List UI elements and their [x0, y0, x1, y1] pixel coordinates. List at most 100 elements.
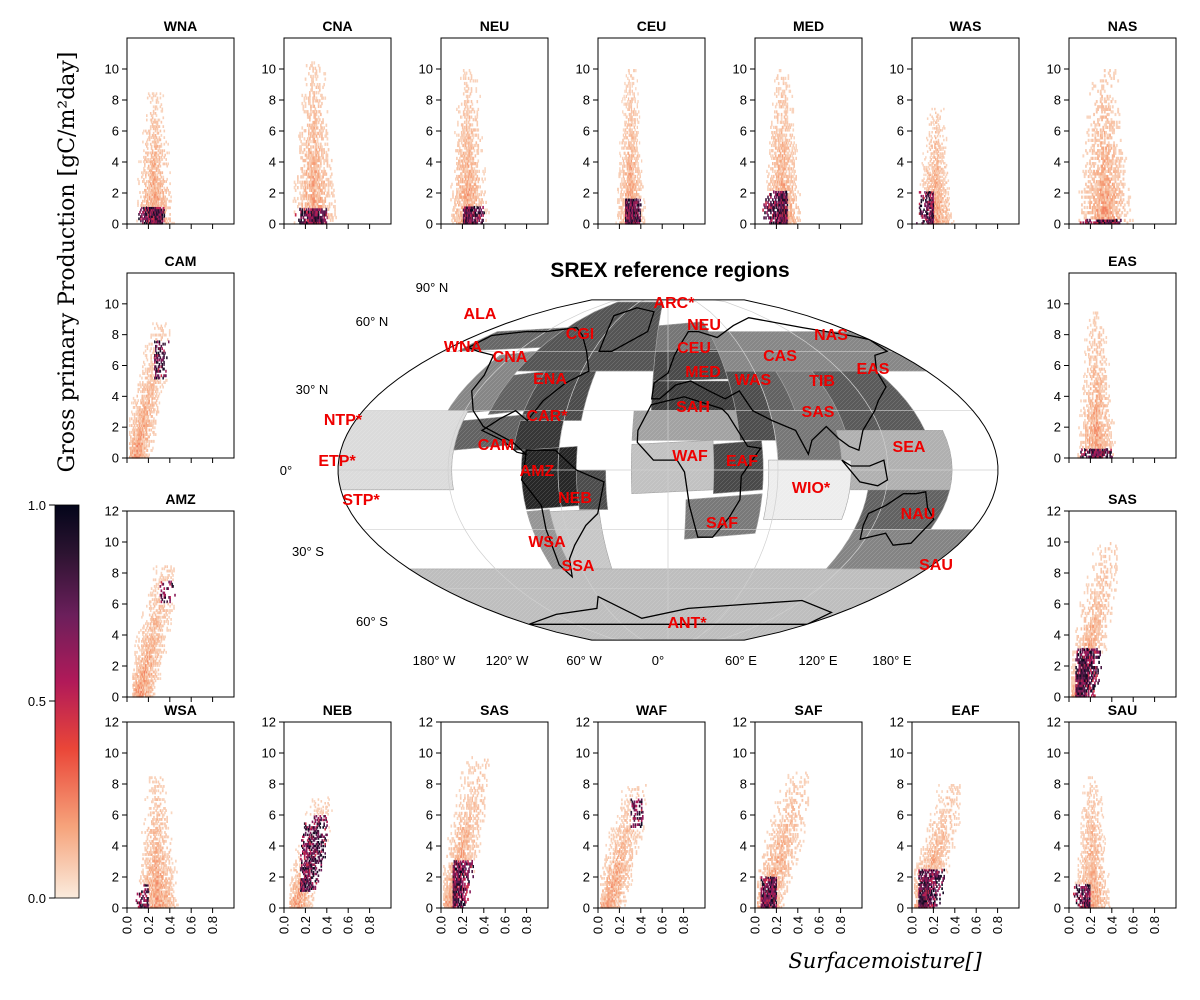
density-cell — [451, 213, 453, 217]
density-cell — [321, 221, 323, 225]
density-cell — [630, 143, 632, 148]
density-cell — [630, 164, 632, 168]
density-cell — [158, 197, 161, 201]
density-cell — [463, 190, 466, 194]
density-cell — [464, 211, 467, 215]
density-cell — [621, 177, 623, 181]
density-cell — [620, 198, 622, 202]
density-cell — [482, 180, 484, 184]
density-cell — [146, 114, 148, 117]
density-cell — [155, 144, 158, 148]
density-cell — [935, 136, 937, 140]
density-cell — [461, 190, 464, 194]
density-cell — [454, 203, 456, 207]
density-cell — [458, 159, 460, 163]
density-cell — [787, 74, 790, 78]
density-cell — [625, 154, 627, 158]
density-cell — [468, 154, 471, 158]
density-cell — [142, 221, 144, 225]
density-cell — [926, 165, 928, 169]
density-cell — [165, 206, 167, 210]
density-cell — [630, 97, 633, 101]
density-cell — [314, 191, 317, 195]
density-cell — [320, 215, 322, 220]
density-cell — [150, 193, 153, 197]
density-cell — [326, 158, 329, 163]
density-cell — [311, 180, 313, 184]
heatmap-panels: WNA0246810CNA0246810NEU0246810CEU0246810… — [105, 18, 1177, 934]
density-cell — [320, 218, 322, 222]
density-cell — [151, 92, 154, 96]
density-cell — [642, 185, 644, 189]
density-cell — [482, 169, 484, 173]
density-cell — [155, 114, 158, 117]
density-cell — [629, 185, 631, 189]
y-tick-label: 6 — [740, 124, 747, 139]
density-cell — [146, 160, 149, 164]
density-cell — [465, 190, 468, 194]
density-cells — [762, 69, 801, 225]
density-cell — [460, 159, 463, 163]
density-cell — [470, 164, 473, 168]
density-cell — [304, 213, 307, 217]
density-cell — [153, 171, 156, 175]
density-cell — [156, 193, 159, 197]
density-cell — [316, 205, 319, 209]
density-cell — [304, 194, 307, 198]
density-cell — [154, 182, 157, 186]
density-cell — [452, 190, 454, 194]
density-cell — [636, 125, 638, 129]
density-cell — [788, 138, 791, 142]
density-cell — [150, 114, 153, 117]
density-cell — [474, 169, 477, 173]
density-cell — [625, 172, 627, 176]
density-cell — [154, 180, 157, 183]
density-cell — [145, 173, 147, 177]
density-cell — [632, 149, 634, 153]
density-cell — [484, 190, 486, 194]
density-cell — [156, 131, 159, 135]
density-cell — [152, 202, 155, 205]
density-cell — [630, 190, 633, 194]
density-cell — [320, 104, 322, 108]
density-cell — [155, 199, 158, 203]
y-tick-label: 10 — [890, 62, 904, 77]
density-cell — [475, 118, 478, 122]
density-cell — [450, 185, 452, 189]
density-cell — [629, 203, 631, 207]
density-cell — [627, 141, 630, 145]
density-cell — [321, 126, 323, 130]
density-cell — [315, 199, 318, 203]
density-cell — [158, 162, 161, 166]
density-cell — [786, 115, 789, 119]
density-cell — [149, 202, 152, 205]
density-cell — [303, 218, 306, 222]
density-cell — [461, 123, 464, 127]
density-cell — [159, 204, 162, 207]
density-cell — [632, 185, 634, 189]
density-cell — [1093, 112, 1095, 117]
density-cell — [465, 164, 468, 168]
density-cell — [631, 172, 633, 176]
density-cell — [306, 210, 309, 214]
density-cell — [1087, 128, 1090, 132]
density-cell — [156, 210, 159, 214]
density-cell — [310, 131, 312, 136]
density-cell — [466, 97, 469, 101]
density-cell — [149, 177, 152, 181]
density-cell — [620, 190, 622, 194]
density-cell — [471, 187, 474, 191]
density-cell — [622, 146, 625, 150]
density-cell — [467, 185, 470, 189]
density-cell — [627, 177, 629, 181]
density-cell — [306, 145, 309, 149]
density-cell — [465, 203, 468, 207]
density-cell — [629, 118, 631, 122]
density-cell — [463, 167, 466, 171]
density-cell — [640, 203, 642, 207]
density-cell — [625, 84, 627, 88]
density-cell — [473, 174, 476, 179]
density-cell — [762, 208, 764, 212]
density-cell — [306, 199, 309, 203]
density-cell — [143, 149, 145, 153]
